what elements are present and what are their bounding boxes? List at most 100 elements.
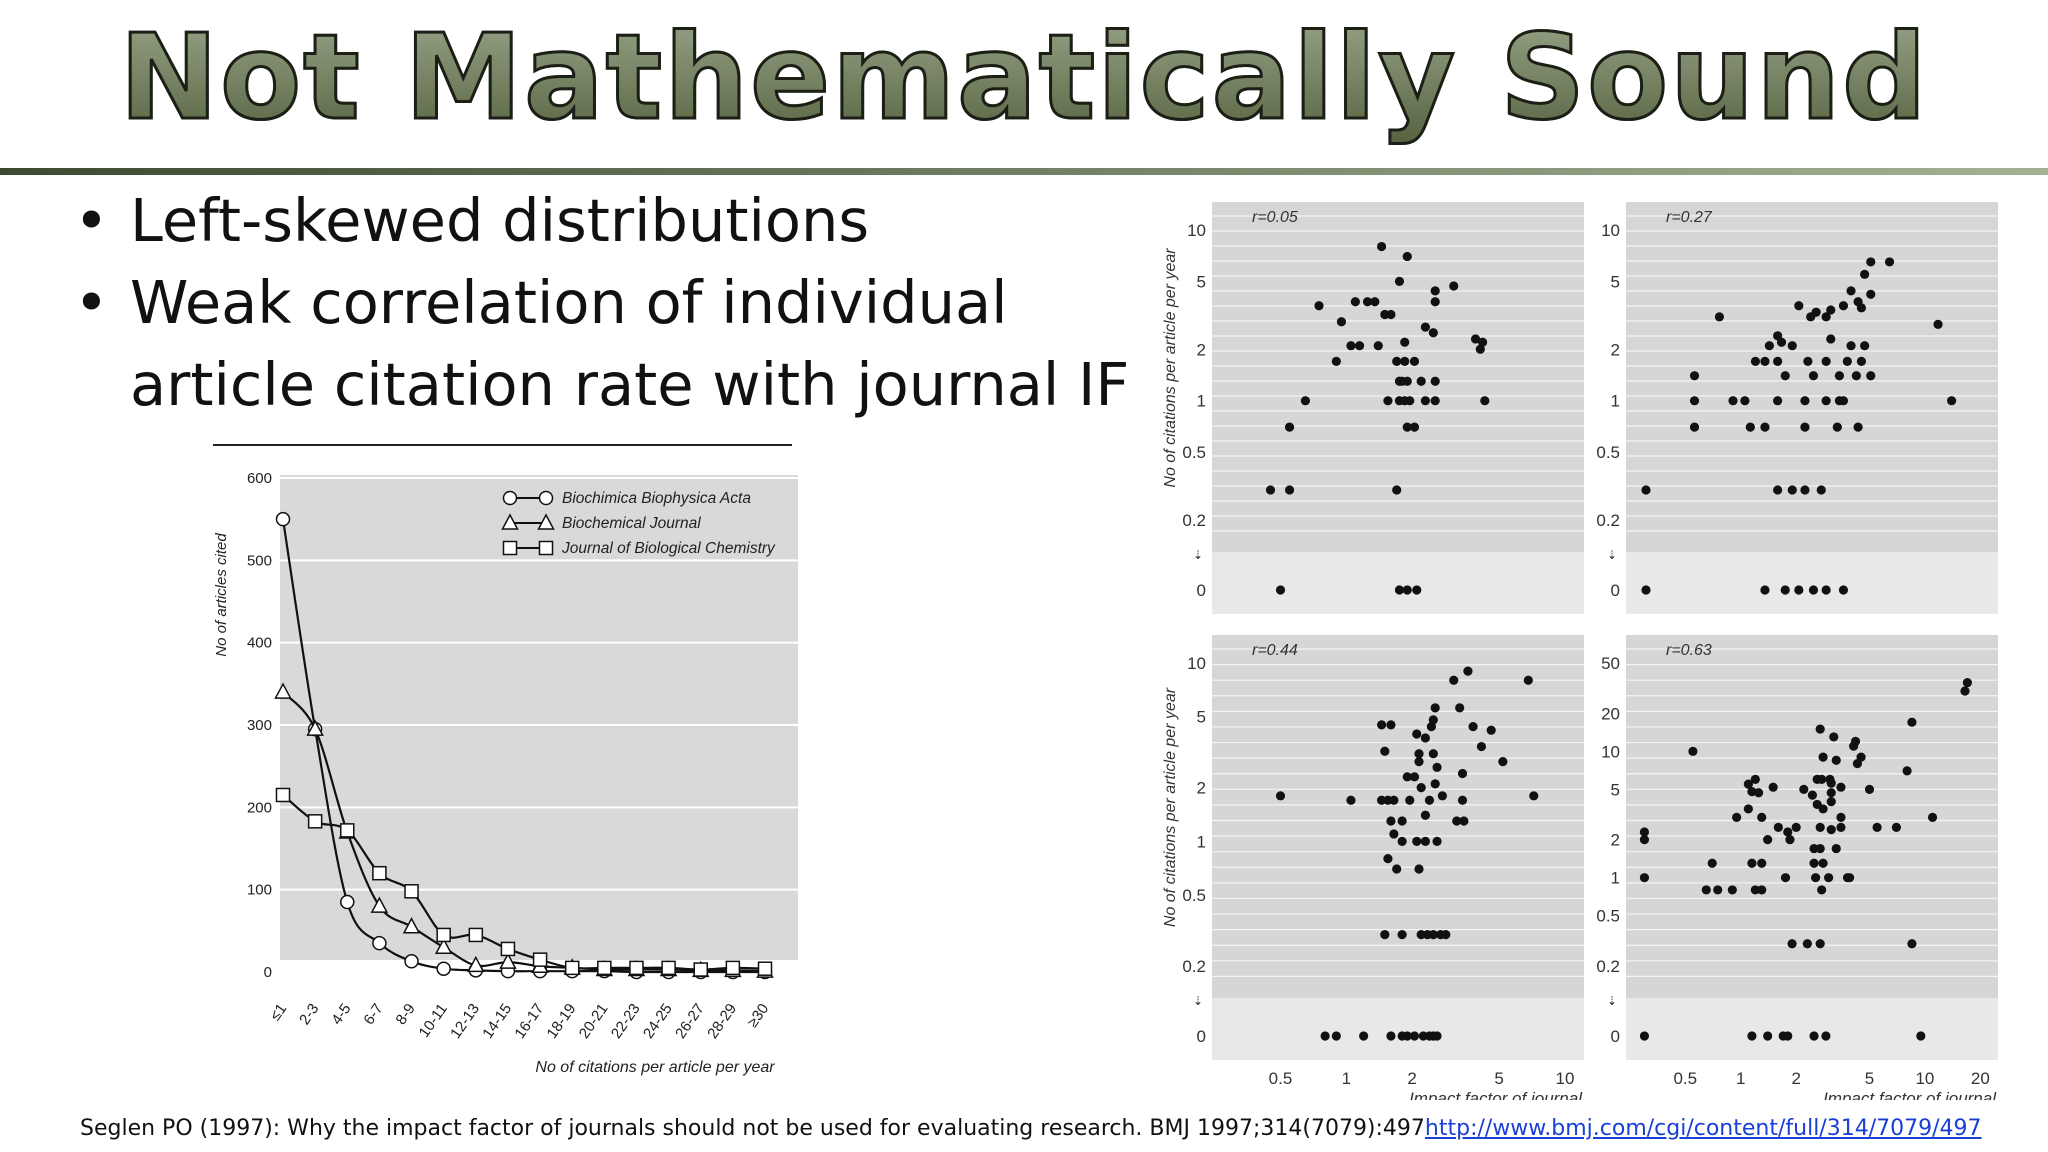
data-point xyxy=(1409,356,1420,366)
x-tick-label: ≤1 xyxy=(267,1001,290,1024)
correlation-label: r=0.63 xyxy=(1666,642,1712,659)
data-point xyxy=(1383,396,1393,406)
data-point xyxy=(1386,1031,1396,1041)
data-point xyxy=(1740,396,1750,406)
y-tick-label: 1 xyxy=(1611,869,1620,888)
data-point xyxy=(1800,485,1810,495)
data-point xyxy=(1386,816,1396,826)
data-point xyxy=(1420,810,1431,820)
correlation-label: r=0.44 xyxy=(1252,642,1298,659)
data-point xyxy=(1907,939,1917,949)
data-point xyxy=(1400,356,1410,366)
series-line-square xyxy=(282,794,766,971)
data-point-square xyxy=(564,960,580,976)
data-point xyxy=(1402,1031,1412,1041)
data-point xyxy=(1916,1031,1926,1041)
data-point xyxy=(1377,720,1387,730)
data-point xyxy=(1927,812,1938,822)
data-point xyxy=(1821,585,1831,595)
data-point xyxy=(1750,774,1760,784)
data-point xyxy=(1785,835,1795,845)
data-point-circle xyxy=(404,954,419,969)
y-tick-label: 600 xyxy=(247,470,272,487)
y-tick-label: 20 xyxy=(1601,704,1620,723)
data-point xyxy=(1383,854,1393,864)
data-point xyxy=(1336,317,1347,327)
data-point-square xyxy=(500,941,516,957)
x-tick-label: 5 xyxy=(1865,1069,1874,1088)
x-tick-label: 5 xyxy=(1494,1069,1503,1088)
data-point xyxy=(1480,396,1490,406)
data-point xyxy=(1787,341,1797,351)
data-point xyxy=(1426,721,1437,732)
data-point xyxy=(1902,766,1912,776)
data-point xyxy=(1787,485,1797,495)
data-point xyxy=(1864,784,1875,794)
data-point xyxy=(1689,371,1700,381)
data-point xyxy=(1428,749,1438,759)
data-point xyxy=(1860,341,1870,351)
zero-band xyxy=(1626,998,1998,1060)
data-point xyxy=(1817,885,1827,895)
data-point xyxy=(1838,396,1849,406)
data-point xyxy=(1354,341,1365,351)
data-point xyxy=(1314,301,1324,311)
citation-link[interactable]: http://www.bmj.com/cgi/content/full/314/… xyxy=(1424,1116,1982,1141)
data-point xyxy=(1838,301,1849,311)
data-point-square xyxy=(468,927,484,943)
data-point xyxy=(1783,827,1793,837)
y-tick-label: 0.5 xyxy=(1596,907,1620,926)
y-tick-label: 1 xyxy=(1611,392,1620,411)
data-point xyxy=(1412,836,1422,846)
data-point xyxy=(1732,812,1742,822)
y-axis-label: No of articles cited xyxy=(213,533,230,657)
data-point xyxy=(1477,337,1488,347)
data-point xyxy=(1808,371,1819,381)
data-point xyxy=(1394,585,1405,595)
data-point-triangle xyxy=(499,952,517,969)
data-point xyxy=(1430,396,1440,406)
data-point xyxy=(1773,396,1783,406)
data-point xyxy=(1402,772,1412,782)
data-point xyxy=(1764,341,1774,351)
data-point-square xyxy=(340,823,355,838)
data-point xyxy=(1397,929,1407,940)
data-point xyxy=(1470,334,1481,344)
data-point-triangle xyxy=(306,719,324,736)
data-point xyxy=(1402,585,1412,595)
data-point xyxy=(1794,585,1804,595)
data-point xyxy=(1821,312,1831,322)
data-point xyxy=(1284,485,1295,495)
data-point xyxy=(1424,795,1435,805)
data-point xyxy=(1714,312,1725,322)
data-point xyxy=(1773,356,1783,366)
data-point-circle xyxy=(436,961,451,976)
data-point xyxy=(1689,422,1700,432)
data-point-square xyxy=(693,962,708,977)
title-divider xyxy=(0,168,2048,175)
data-point xyxy=(1763,1031,1773,1041)
data-point xyxy=(1818,804,1828,814)
data-point xyxy=(1824,873,1834,883)
data-point xyxy=(1802,939,1812,949)
x-tick-label: 0.5 xyxy=(1673,1069,1697,1088)
data-point xyxy=(1377,795,1387,805)
y-tick-label: 10 xyxy=(1187,654,1206,673)
data-point xyxy=(1409,422,1420,432)
data-point xyxy=(1275,585,1286,595)
data-point xyxy=(1389,795,1399,805)
y-tick-label: 10 xyxy=(1187,221,1206,240)
legend-marker-circle xyxy=(502,490,518,506)
data-point xyxy=(1373,341,1383,351)
data-point xyxy=(1818,858,1828,868)
bullet-dot-icon: • xyxy=(74,268,109,337)
x-tick-label: 18-19 xyxy=(544,1001,580,1042)
data-point-square xyxy=(661,960,676,976)
x-tick-label: 20-21 xyxy=(576,1001,612,1042)
legend-label: Biochemical Journal xyxy=(562,515,701,532)
data-point-square xyxy=(436,927,451,943)
data-point xyxy=(1846,286,1856,296)
data-point xyxy=(1745,422,1755,432)
data-point xyxy=(1831,755,1841,765)
